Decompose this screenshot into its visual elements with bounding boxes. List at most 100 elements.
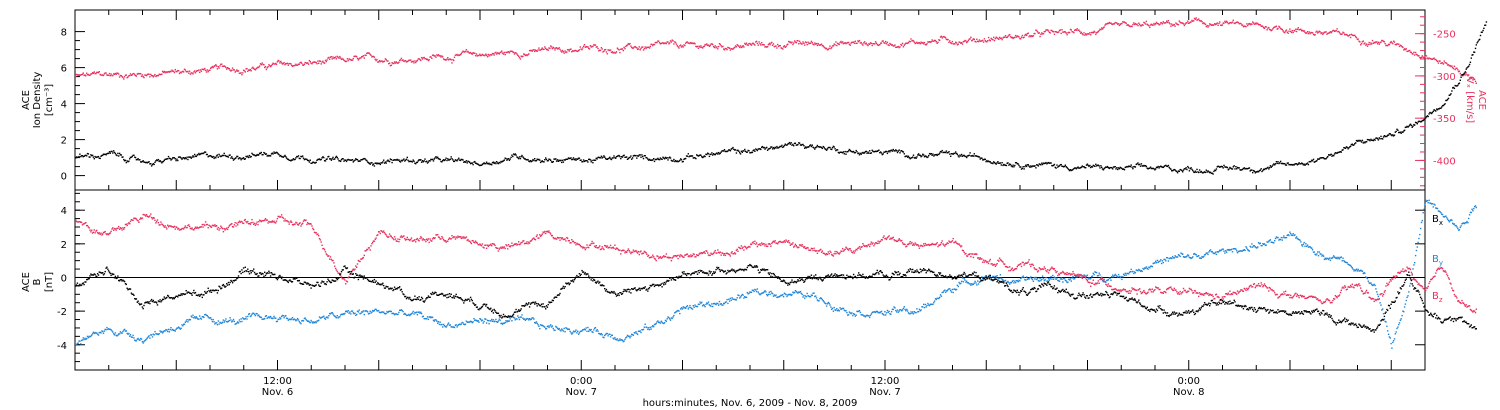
data-point-by	[474, 319, 476, 322]
data-point-vx	[417, 58, 419, 60]
data-point-density	[960, 153, 963, 156]
data-point-vx	[1104, 24, 1106, 26]
data-point-density	[831, 148, 833, 151]
data-point-density	[486, 162, 489, 165]
data-point-density	[430, 158, 432, 161]
data-point-by	[474, 319, 477, 321]
data-point-density	[721, 150, 723, 152]
data-point-density	[528, 160, 531, 163]
data-point-density	[1129, 165, 1132, 168]
data-point-density	[851, 150, 853, 153]
data-point-by	[207, 316, 209, 318]
data-point-density	[355, 158, 357, 160]
data-point-density	[202, 152, 204, 155]
data-point-vx	[311, 63, 313, 65]
data-point-by	[356, 310, 359, 312]
data-point-by	[713, 302, 716, 305]
data-point-vx	[341, 58, 343, 60]
data-point-density	[711, 152, 713, 154]
data-point-by	[161, 330, 163, 333]
data-point-density	[139, 159, 141, 161]
data-point-by	[279, 316, 281, 319]
data-point-vx	[598, 50, 600, 52]
data-point-vx	[252, 66, 254, 68]
data-point-density	[622, 155, 624, 157]
data-point-by	[329, 312, 331, 315]
data-point-density	[642, 155, 644, 158]
data-point-vx	[1414, 54, 1416, 56]
data-point-by	[417, 311, 419, 313]
data-point-density	[477, 163, 479, 165]
data-point-by	[127, 333, 129, 335]
data-point-vx	[1198, 18, 1200, 20]
data-point-vx	[1430, 58, 1432, 60]
data-point-density	[896, 150, 898, 152]
data-point-vx	[779, 45, 781, 47]
data-point-vx	[156, 74, 159, 77]
data-point-density	[440, 160, 442, 163]
data-point-vx	[1284, 31, 1286, 34]
data-point-density	[193, 156, 195, 158]
data-point-density	[94, 155, 96, 158]
data-point-density	[403, 158, 405, 160]
data-point-vx	[1455, 67, 1457, 70]
data-point-vx	[1150, 23, 1153, 25]
data-point-by	[688, 306, 690, 309]
data-point-by	[605, 332, 608, 335]
data-point-density	[1257, 171, 1260, 173]
data-point-vx	[77, 74, 79, 76]
data-point-density	[508, 159, 511, 161]
data-point-vx	[1191, 19, 1193, 22]
data-point-by	[901, 309, 904, 311]
data-point-by	[998, 277, 1001, 280]
data-point-vx	[204, 69, 207, 72]
data-point-density	[1412, 125, 1414, 127]
series-vx	[75, 17, 1477, 84]
data-point-density	[1221, 166, 1224, 168]
data-point-density	[1248, 167, 1251, 169]
data-point-by	[257, 315, 259, 317]
data-point-vx	[438, 55, 441, 57]
data-point-by	[698, 303, 700, 305]
data-point-vx	[1090, 31, 1093, 34]
data-point-vx	[937, 41, 939, 43]
data-point-by	[1256, 247, 1258, 249]
data-point-by	[1147, 268, 1149, 270]
data-point-vx	[442, 56, 444, 58]
data-point-density	[1169, 167, 1171, 170]
data-point-density	[1291, 164, 1294, 166]
data-point-density	[700, 154, 702, 156]
data-point-density	[565, 158, 567, 160]
data-point-vx	[281, 63, 284, 65]
data-point-by	[171, 329, 173, 331]
data-point-vx	[1045, 29, 1047, 31]
data-point-vx	[1387, 43, 1390, 46]
data-point-density	[1207, 170, 1209, 172]
data-point-vx	[887, 44, 889, 46]
data-point-density	[1434, 109, 1436, 112]
data-point-vx	[1263, 27, 1265, 29]
data-point-by	[1112, 276, 1115, 278]
data-point-by	[619, 338, 621, 340]
data-point-density	[803, 145, 805, 147]
data-point-by	[288, 318, 290, 321]
data-point-density	[1259, 169, 1261, 171]
data-point-vx	[1282, 30, 1284, 32]
data-point-by	[495, 318, 497, 321]
data-point-vx	[915, 42, 917, 44]
data-point-by	[814, 295, 816, 298]
data-point-vx	[677, 46, 679, 48]
data-point-vx	[272, 62, 274, 64]
data-point-vx	[1446, 62, 1448, 65]
data-point-vx	[741, 46, 743, 48]
data-point-density	[809, 144, 812, 146]
data-point-by	[1249, 245, 1251, 248]
data-point-vx	[1320, 32, 1322, 35]
data-point-density	[216, 154, 219, 156]
data-point-vx	[383, 60, 386, 62]
data-point-by	[231, 320, 234, 322]
data-point-by	[1063, 277, 1066, 280]
data-point-by	[800, 292, 802, 295]
data-point-by	[452, 326, 454, 328]
data-point-density	[185, 158, 187, 160]
